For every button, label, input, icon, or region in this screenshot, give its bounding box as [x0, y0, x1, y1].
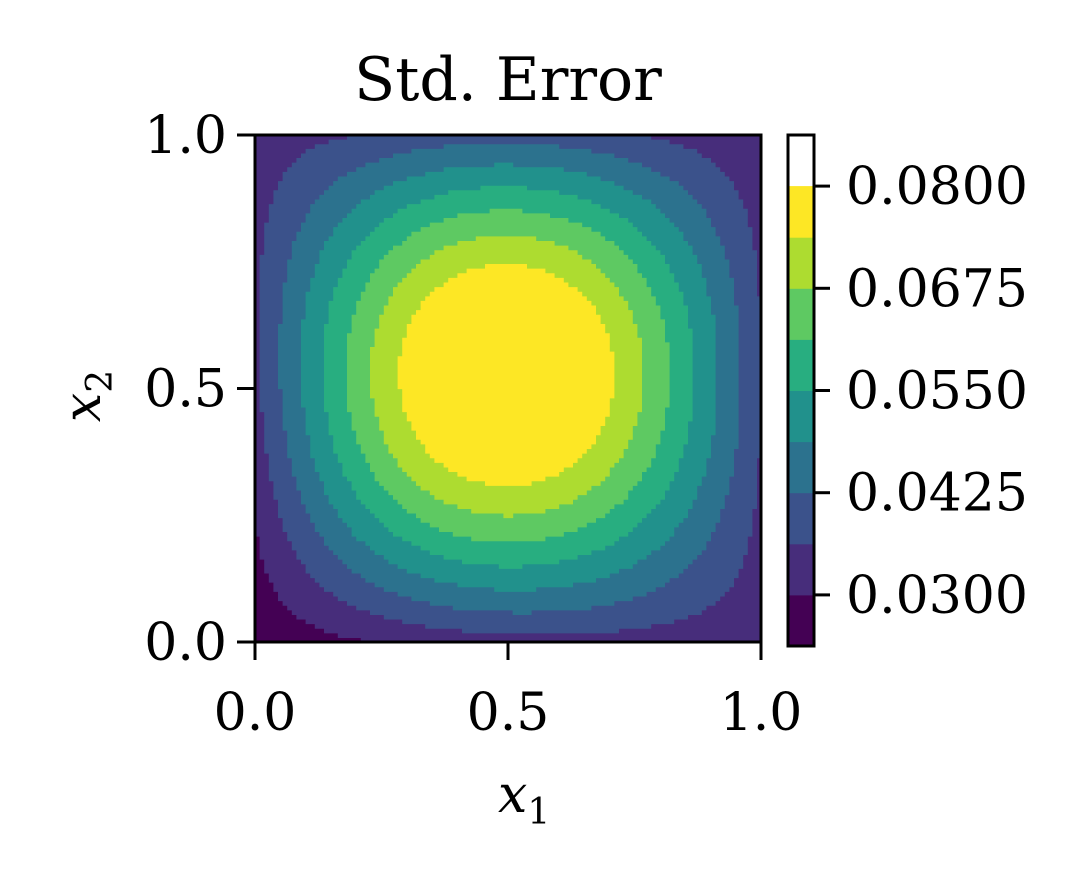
y-axis: 0.0 0.5 1.0 [144, 106, 255, 673]
y-axis-label-sub: 2 [80, 370, 121, 393]
y-tick-label: 1.0 [144, 106, 227, 166]
colorbar-segment [788, 492, 814, 545]
contour-band-8 [397, 264, 615, 486]
y-axis-label-base: x [53, 393, 113, 422]
contour-plot [255, 135, 761, 642]
colorbar-segment [788, 441, 814, 494]
colorbar-tick-label: 0.0300 [846, 566, 1028, 626]
x-axis-label-base: x [498, 765, 527, 825]
x-tick-label: 0.0 [214, 683, 297, 743]
x-axis-label: x1 [498, 765, 550, 833]
colorbar-tick-label: 0.0675 [846, 259, 1028, 319]
x-tick-label: 1.0 [720, 683, 803, 743]
y-axis-label: x2 [53, 370, 121, 422]
contour-band-2 [259, 135, 761, 634]
colorbar-tick-label: 0.0800 [846, 157, 1028, 217]
y-tick-label: 0.0 [144, 613, 227, 673]
colorbar-segment [788, 288, 814, 340]
x-axis-label-sub: 1 [527, 792, 550, 833]
chart-title: Std. Error [354, 45, 662, 115]
x-axis: 0.0 0.5 1.0 [214, 642, 803, 743]
contour-band-0 [255, 535, 362, 642]
colorbar-segment [788, 390, 814, 443]
x-tick-label: 0.5 [467, 683, 550, 743]
y-tick-label: 0.5 [144, 360, 227, 420]
contour-band-1 [255, 135, 761, 642]
colorbar: 0.0300 0.0425 0.0550 0.0675 0.0800 [786, 133, 1028, 648]
contour-layers [255, 135, 761, 642]
contour-band-3 [278, 144, 739, 615]
colorbar-tick-label: 0.0550 [846, 362, 1028, 422]
colorbar-segment [788, 237, 814, 289]
colorbar-segment [788, 543, 814, 596]
colorbar-segment [788, 594, 814, 647]
colorbar-tick-label: 0.0425 [846, 464, 1028, 524]
colorbar-segment [788, 339, 814, 391]
colorbar-segment [788, 186, 814, 238]
